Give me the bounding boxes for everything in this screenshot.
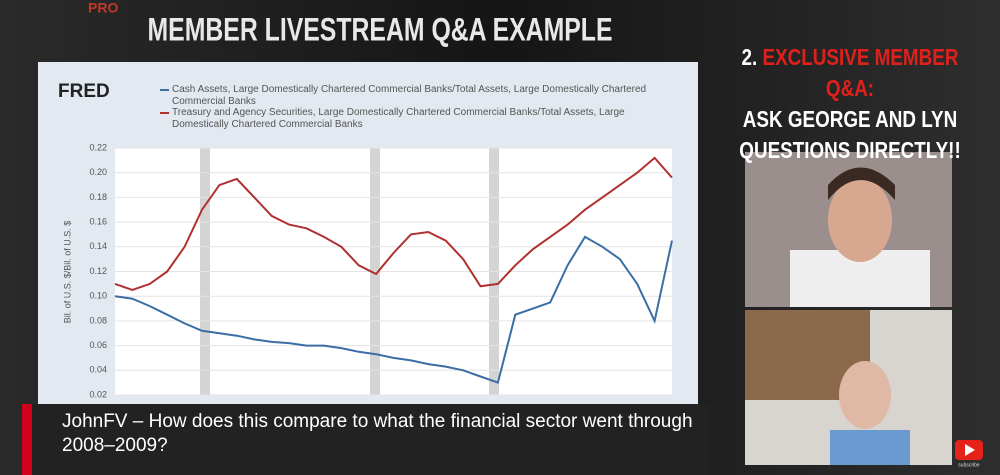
y-tick-label: 0.10 xyxy=(89,291,107,301)
hair xyxy=(828,167,895,200)
side-line: 2. EXCLUSIVE MEMBER Q&A: xyxy=(727,42,973,104)
legend-swatch xyxy=(160,112,169,114)
title: MEMBER LIVESTREAM Q&A EXAMPLE xyxy=(148,11,613,47)
caption-accent xyxy=(22,404,32,475)
legend-entry: Treasury and Agency Securities, Large Do… xyxy=(160,107,650,130)
y-tick-label: 0.12 xyxy=(89,266,107,276)
y-tick-label: 0.14 xyxy=(89,241,107,251)
legend: Cash Assets, Large Domestically Chartere… xyxy=(160,84,650,130)
side-line: ASK GEORGE AND LYN xyxy=(742,106,958,132)
face xyxy=(839,361,891,429)
caption-box xyxy=(22,404,710,475)
legend-entry: Cash Assets, Large Domestically Chartere… xyxy=(160,84,650,107)
logo: PRO xyxy=(88,0,118,16)
face xyxy=(828,178,892,262)
number: 2. xyxy=(741,44,758,70)
side-heading: 2. EXCLUSIVE MEMBER Q&A: ASK GEORGE AND … xyxy=(727,42,973,166)
top xyxy=(830,430,910,465)
y-tick-label: 0.08 xyxy=(89,315,107,325)
play xyxy=(965,444,975,456)
side-line: QUESTIONS DIRECTLY!! xyxy=(739,137,961,163)
y-tick-label: 0.20 xyxy=(89,167,107,177)
y-tick-label: 0.16 xyxy=(89,216,107,226)
y-tick-label: 0.18 xyxy=(89,192,107,202)
line-series xyxy=(114,235,673,384)
y-tick-label: 0.04 xyxy=(89,365,107,375)
y-axis-label: Bil. of U.S. $/Bil. of U.S. $ xyxy=(62,221,72,324)
line-series xyxy=(114,156,673,292)
y-tick-label: 0.02 xyxy=(89,389,107,399)
caption: JohnFV – How does this compare to what t… xyxy=(62,411,693,456)
y-tick-label: 0.22 xyxy=(89,142,107,152)
highlight: EXCLUSIVE MEMBER Q&A: xyxy=(762,44,959,101)
legend-label: Cash Assets, Large Domestically Chartere… xyxy=(172,84,647,107)
legend-swatch xyxy=(160,89,169,91)
fred-logo: FRED xyxy=(58,81,110,102)
subscribe-label: subscribe xyxy=(958,462,980,468)
y-tick-label: 0.06 xyxy=(89,340,107,350)
legend-label: Treasury and Agency Securities, Large Do… xyxy=(172,107,625,130)
